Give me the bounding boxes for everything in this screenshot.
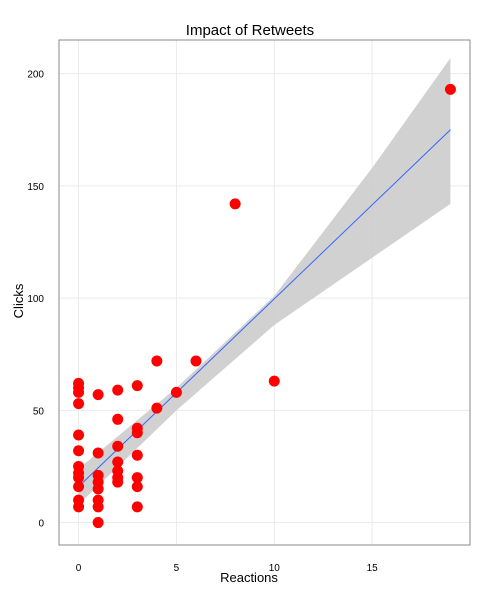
plot-panel-border [58,39,471,546]
data-point [112,456,124,468]
data-point [131,501,143,513]
data-point [73,398,85,410]
data-point [73,445,85,457]
x-tick-label: 15 [367,563,379,574]
data-point [131,427,143,439]
chart-title: Impact of Retweets [186,22,314,39]
y-tick-label: 200 [27,70,44,81]
x-tick-label: 10 [269,563,281,574]
data-point [92,483,104,495]
confidence-band [78,57,451,505]
data-point [112,440,124,452]
data-point [229,198,241,210]
data-point [190,355,202,367]
y-axis-title: Clicks [11,283,26,318]
data-point [73,501,85,513]
data-point [73,429,85,441]
points-layer [73,83,456,529]
data-point [131,472,143,484]
data-point [170,386,182,398]
y-tick-labels: 0 50 100 150 200 [27,70,44,530]
y-tick-label: 150 [27,182,44,193]
data-point [73,481,85,493]
data-point [92,447,104,459]
data-point [131,481,143,493]
data-point [73,472,85,484]
data-point [112,413,124,425]
data-point [112,476,124,488]
y-tick-label: 0 [38,519,44,530]
y-tick-label: 50 [33,406,45,417]
data-point [92,517,104,529]
data-point [73,386,85,398]
data-point [151,355,163,367]
data-point [92,501,104,513]
grid-layer [59,40,470,545]
data-point [92,389,104,401]
data-point [268,375,280,387]
data-point [131,380,143,392]
data-point [151,402,163,414]
x-axis-title: Reactions [220,570,278,585]
y-tick-label: 100 [27,294,44,305]
data-point [131,449,143,461]
data-point [112,384,124,396]
data-point [444,83,456,95]
x-tick-label: 5 [174,563,180,574]
x-tick-label: 0 [76,563,82,574]
x-tick-labels: 0 5 10 15 [76,563,378,574]
